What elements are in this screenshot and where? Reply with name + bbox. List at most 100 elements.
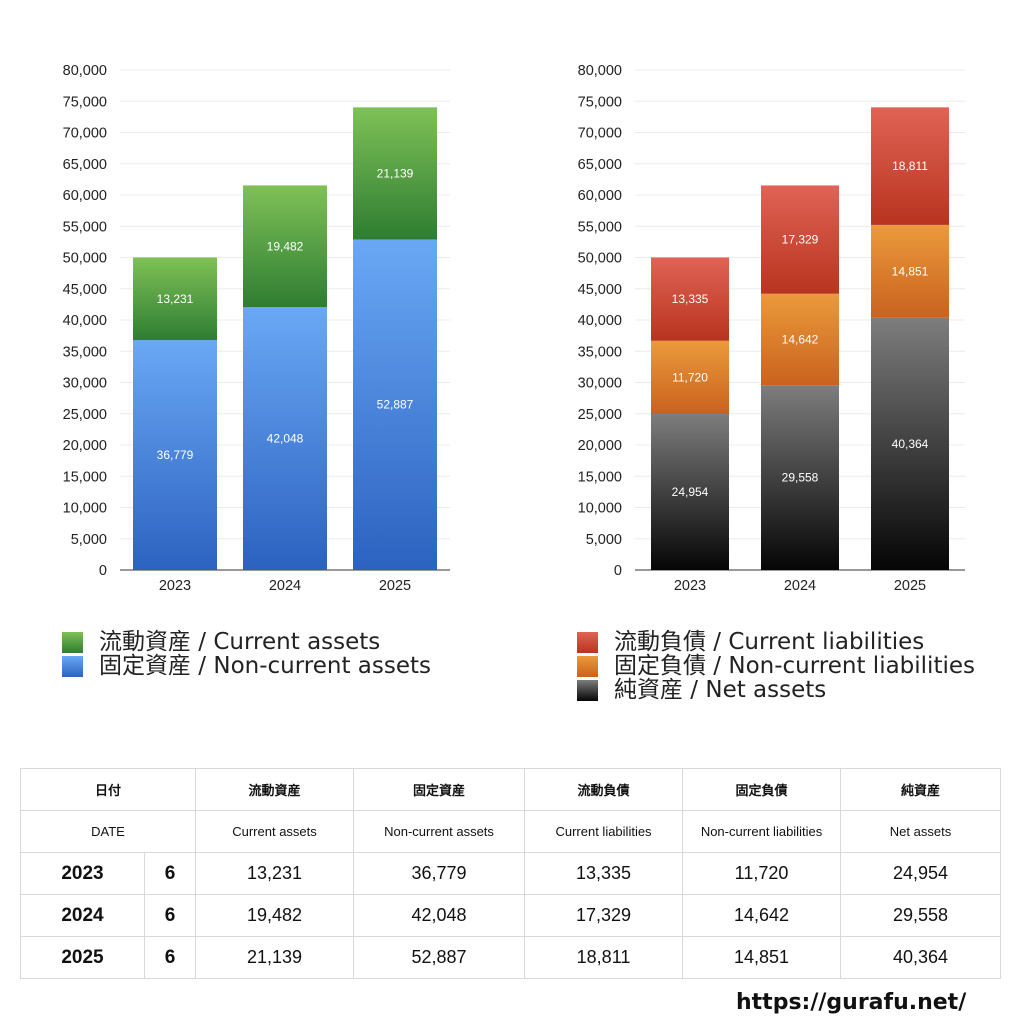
header-date-jp: 日付 — [19, 768, 197, 811]
y-tick-label: 40,000 — [63, 313, 107, 329]
data-label: 36,779 — [157, 448, 194, 462]
y-tick-label: 65,000 — [578, 157, 622, 173]
liabilities-chart: 0 5,000 10,000 15,000 20,000 25,000 30,000 35,0… — [578, 63, 965, 594]
liabilities-legend: 流動負債 / Current liabilities 固定負債 / Non-cur… — [577, 630, 975, 702]
data-label: 29,558 — [782, 471, 819, 485]
y-tick-label: 5,000 — [71, 532, 107, 548]
legend-item: 流動資産 / Current assets — [62, 630, 431, 654]
table-cell: 11,720 — [682, 852, 842, 895]
y-tick-label: 20,000 — [63, 438, 107, 454]
header-date-en: DATE — [19, 810, 197, 853]
header-net-assets-jp: 純資産 — [840, 768, 1002, 811]
assets-legend: 流動資産 / Current assets 固定資産 / Non-current … — [62, 630, 431, 678]
table-cell-month: 6 — [143, 936, 197, 979]
table-cell-year: 2023 — [20, 852, 145, 895]
bar-segment — [871, 224, 949, 318]
bar-segment — [133, 257, 217, 341]
y-tick-label: 60,000 — [578, 188, 622, 204]
x-tick-label: 2023 — [159, 578, 191, 594]
legend-swatch — [577, 631, 598, 653]
y-tick-label: 65,000 — [63, 157, 107, 173]
table-row: 2024 6 19,482 42,048 17,329 14,642 29,55… — [20, 894, 1002, 937]
header-noncurrent-liabilities-en: Non-current liabilities — [682, 810, 842, 853]
table-cell: 29,558 — [840, 894, 1002, 937]
table-cell-year: 2024 — [20, 894, 145, 937]
legend-label: 固定負債 / Non-current liabilities — [614, 653, 975, 679]
legend-label: 流動資産 / Current assets — [99, 629, 381, 655]
site-url[interactable]: https://gurafu.net/ — [736, 990, 967, 1015]
table-cell: 17,329 — [524, 894, 684, 937]
bar-segment — [353, 107, 437, 240]
table-cell: 52,887 — [353, 936, 526, 979]
data-label: 14,851 — [892, 264, 929, 278]
x-tick-label: 2023 — [674, 578, 706, 594]
y-tick-label: 80,000 — [63, 63, 107, 79]
bar-segment — [243, 307, 327, 570]
bar-segment — [761, 385, 839, 570]
y-tick-label: 50,000 — [63, 251, 107, 267]
table-header-row: DATE Current assets Non-current assets C… — [19, 810, 1002, 853]
data-label: 40,364 — [892, 437, 929, 451]
y-tick-label: 60,000 — [63, 188, 107, 204]
y-tick-label: 55,000 — [578, 219, 622, 235]
y-tick-label: 0 — [614, 563, 622, 579]
y-tick-label: 70,000 — [63, 126, 107, 142]
data-label: 17,329 — [782, 233, 819, 247]
y-tick-label: 30,000 — [63, 376, 107, 392]
y-tick-label: 40,000 — [578, 313, 622, 329]
table-cell-month: 6 — [143, 894, 197, 937]
y-tick-label: 35,000 — [578, 344, 622, 360]
bar-segment — [651, 414, 729, 570]
table-cell: 24,954 — [840, 852, 1002, 895]
table-cell: 40,364 — [840, 936, 1002, 979]
x-tick-label: 2024 — [269, 578, 301, 594]
y-tick-label: 15,000 — [63, 469, 107, 485]
table-row: 2023 6 13,231 36,779 13,335 11,720 24,95… — [20, 852, 1002, 895]
y-tick-label: 30,000 — [578, 376, 622, 392]
y-tick-label: 20,000 — [578, 438, 622, 454]
bar-segment — [871, 317, 949, 570]
x-tick-label: 2024 — [784, 578, 816, 594]
balance-sheet-table: 日付 流動資産 固定資産 流動負債 固定負債 純資産 DATE Current … — [19, 768, 1002, 979]
data-label: 21,139 — [377, 166, 414, 180]
table-cell-year: 2025 — [20, 936, 145, 979]
data-label: 11,720 — [672, 370, 708, 384]
header-noncurrent-assets-jp: 固定資産 — [353, 768, 526, 811]
legend-swatch — [577, 655, 598, 677]
y-tick-label: 70,000 — [578, 126, 622, 142]
legend-item: 純資産 / Net assets — [577, 678, 975, 702]
y-tick-label: 75,000 — [63, 94, 107, 110]
y-tick-label: 0 — [99, 563, 107, 579]
header-current-liabilities-en: Current liabilities — [524, 810, 684, 853]
bar-segment — [761, 293, 839, 386]
legend-item: 流動負債 / Current liabilities — [577, 630, 975, 654]
table-cell: 36,779 — [353, 852, 526, 895]
y-tick-label: 25,000 — [578, 407, 622, 423]
table-cell: 13,231 — [195, 852, 355, 895]
table-cell: 42,048 — [353, 894, 526, 937]
x-tick-label: 2025 — [894, 578, 926, 594]
y-tick-label: 10,000 — [578, 501, 622, 517]
y-tick-label: 50,000 — [578, 251, 622, 267]
table-cell: 14,851 — [682, 936, 842, 979]
header-current-assets-jp: 流動資産 — [195, 768, 355, 811]
legend-label: 純資産 / Net assets — [614, 677, 827, 703]
y-tick-label: 80,000 — [578, 63, 622, 79]
data-label: 24,954 — [672, 485, 709, 499]
y-tick-label: 55,000 — [63, 219, 107, 235]
table-cell: 14,642 — [682, 894, 842, 937]
y-tick-label: 45,000 — [578, 282, 622, 298]
table-cell-month: 6 — [143, 852, 197, 895]
data-label: 42,048 — [267, 432, 304, 446]
legend-label: 流動負債 / Current liabilities — [614, 629, 925, 655]
assets-chart: 0 5,000 10,000 15,000 20,000 25,000 30,000 35,0… — [63, 63, 450, 594]
y-tick-label: 15,000 — [578, 469, 622, 485]
header-net-assets-en: Net assets — [840, 810, 1002, 853]
data-label: 13,231 — [157, 292, 194, 306]
legend-swatch — [62, 631, 83, 653]
bar-segment — [761, 185, 839, 294]
legend-item: 固定資産 / Non-current assets — [62, 654, 431, 678]
bar-segment — [651, 340, 729, 415]
header-noncurrent-liabilities-jp: 固定負債 — [682, 768, 842, 811]
data-label: 18,811 — [892, 159, 928, 173]
